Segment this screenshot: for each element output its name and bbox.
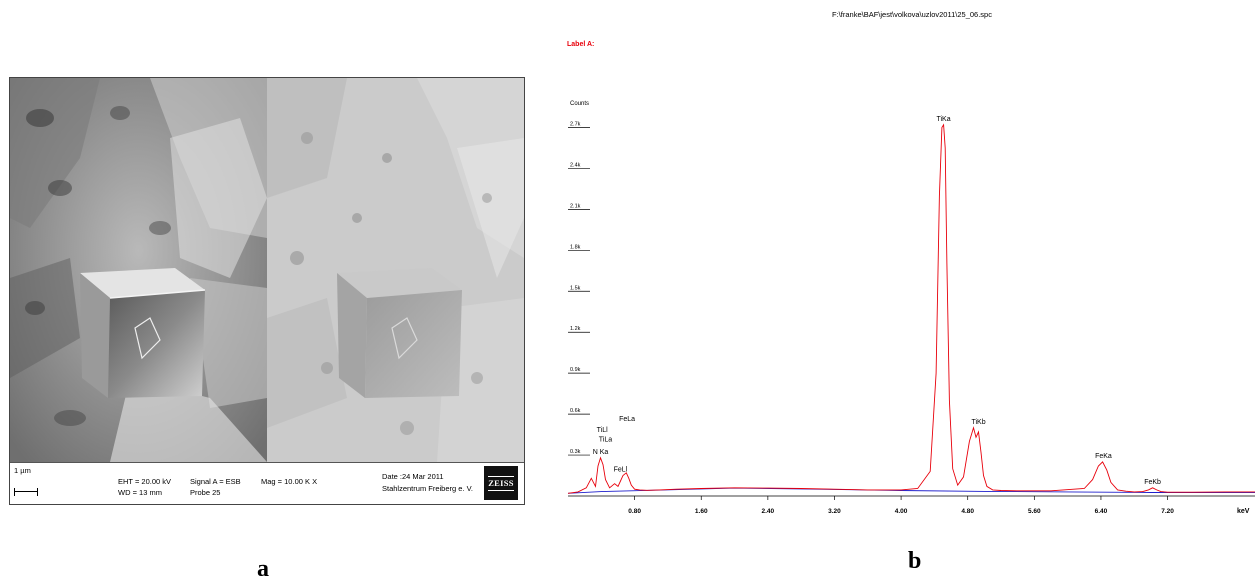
y-tick-label: 2.1k <box>570 203 581 209</box>
peak-label: FeKb <box>1144 479 1161 486</box>
peak-label: FeKa <box>1095 453 1112 460</box>
y-tick-label: 1.2k <box>570 326 581 332</box>
wd-value: WD = 13 mm <box>118 488 162 497</box>
institute-name: Stahlzentrum Freiberg e. V. <box>382 484 474 493</box>
chart-subtitle: Label A: <box>567 41 594 48</box>
probe-value: Probe 25 <box>190 488 221 497</box>
mag-value: Mag = 10.00 K X <box>261 477 318 486</box>
peak-label: N Ka <box>593 449 609 456</box>
eht-value: EHT = 20.00 kV <box>118 477 172 486</box>
panel-label-a: a <box>257 556 269 582</box>
x-tick-label: 5.60 <box>1028 508 1041 515</box>
y-tick-label: 0.6k <box>570 408 581 414</box>
x-axis-label: keV <box>1237 508 1250 515</box>
x-tick-label: 1.60 <box>695 508 708 515</box>
spectrum-line <box>567 123 1255 494</box>
chart-title: F:\franke\BAF\jest\volkova\uzlov2011\25_… <box>832 10 992 19</box>
sem-data-bar: 1 µm EHT = 20.00 kV WD = 13 mm Signal A … <box>10 462 524 504</box>
y-tick-label: 2.4k <box>570 162 581 168</box>
y-axis-label: Counts <box>570 101 589 107</box>
peak-label: TiKa <box>936 116 950 123</box>
peak-label: FeLa <box>619 416 635 423</box>
x-tick-label: 4.80 <box>961 508 974 515</box>
x-tick-label: 0.80 <box>628 508 641 515</box>
date-value: Date :24 Mar 2011 <box>382 472 444 481</box>
scale-bar <box>14 488 38 496</box>
signal-value: Signal A = ESB <box>190 477 241 486</box>
sem-image-backscatter <box>267 78 524 462</box>
x-tick-label: 4.00 <box>895 508 908 515</box>
x-tick-label: 2.40 <box>762 508 775 515</box>
zeiss-logo: ZEISS <box>484 466 518 500</box>
x-tick-label: 7.20 <box>1161 508 1174 515</box>
peak-label: TiKb <box>971 419 985 426</box>
y-tick-label: 2.7k <box>570 121 581 127</box>
sem-image-secondary-electron <box>10 78 267 462</box>
sem-micrograph: 1 µm EHT = 20.00 kV WD = 13 mm Signal A … <box>9 77 525 505</box>
y-tick-label: 0.3k <box>570 449 581 455</box>
x-tick-label: 6.40 <box>1095 508 1108 515</box>
panel-label-b: b <box>908 548 922 574</box>
x-tick-label: 3.20 <box>828 508 841 515</box>
peak-label: FeLl <box>614 467 628 474</box>
peak-label: TiLl <box>597 427 608 434</box>
y-tick-label: 0.9k <box>570 367 581 373</box>
scale-label: 1 µm <box>14 466 31 475</box>
y-tick-label: 1.5k <box>570 285 581 291</box>
y-tick-label: 1.8k <box>570 244 581 250</box>
peak-label: TiLa <box>599 437 612 444</box>
